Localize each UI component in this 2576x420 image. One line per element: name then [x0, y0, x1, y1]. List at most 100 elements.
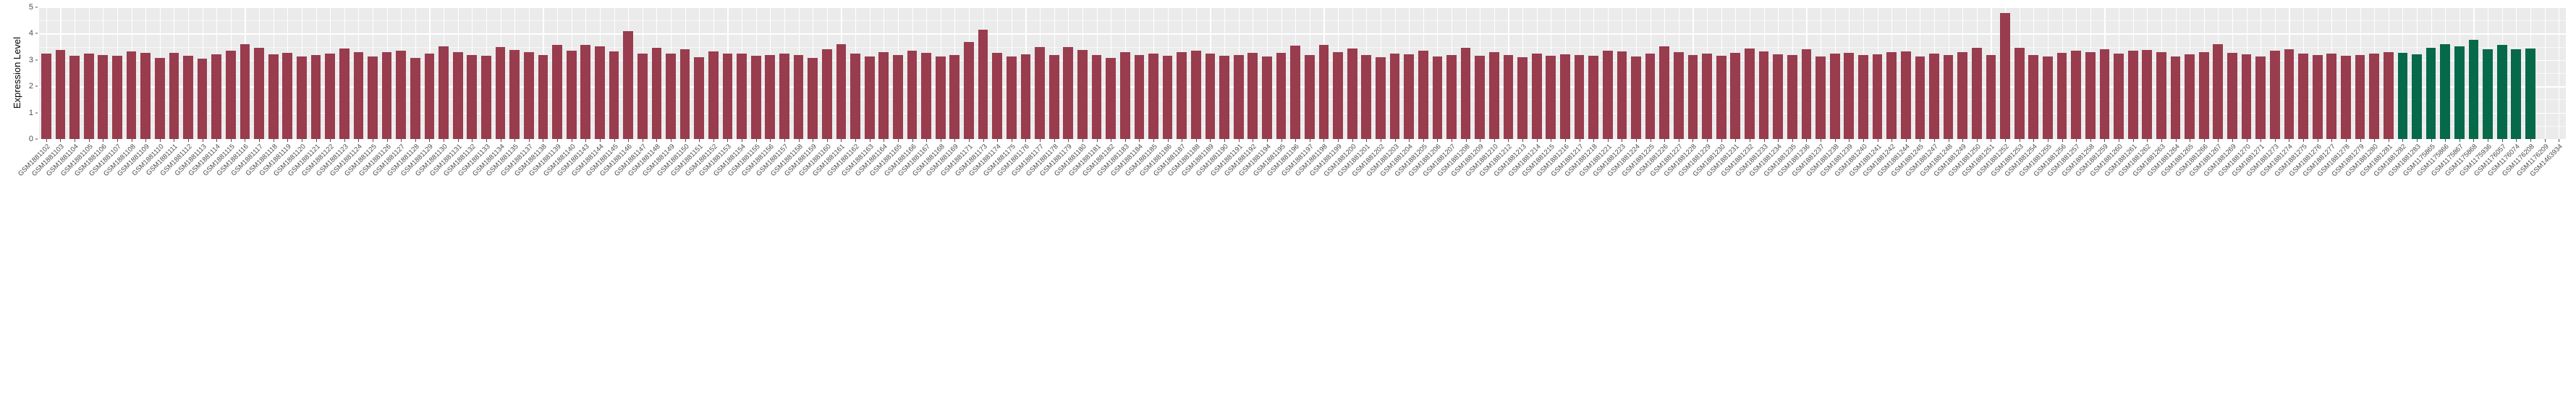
x-axis-labels: GSM1881102 GSM1881103 GSM1881104 GSM1881105… — [17, 143, 2566, 230]
bar — [1006, 56, 1017, 139]
bar — [1886, 51, 1897, 139]
x-tick-mark — [1664, 139, 1666, 142]
bar — [1162, 55, 1173, 139]
bar — [893, 55, 903, 139]
bar — [1816, 56, 1826, 139]
y-axis-ticks: 0 1 2 3 4 5 — [20, 3, 38, 143]
x-tick-mark — [1934, 139, 1935, 142]
gridline-major — [39, 7, 2566, 9]
x-tick-mark — [528, 139, 530, 142]
bar — [1219, 55, 1229, 139]
bar — [1517, 57, 1528, 139]
bar — [1858, 54, 1868, 139]
bar — [381, 51, 392, 139]
bar — [2043, 56, 2053, 139]
x-tick-mark — [1792, 139, 1793, 142]
x-tick-mark — [1962, 139, 1964, 142]
x-tick-mark — [1195, 139, 1197, 142]
bar — [1659, 46, 1670, 139]
x-tick-mark — [1437, 139, 1439, 142]
x-tick-mark — [1323, 139, 1325, 142]
x-tick-mark — [2516, 139, 2517, 142]
x-tick-mark — [1124, 139, 1126, 142]
x-tick-mark — [1494, 139, 1495, 142]
bar — [1347, 48, 1357, 139]
x-tick-mark — [798, 139, 800, 142]
bar — [1617, 51, 1627, 139]
x-tick-mark — [2544, 139, 2546, 142]
x-tick-mark — [727, 139, 729, 142]
x-tick-mark — [699, 139, 700, 142]
x-tick-mark — [1040, 139, 1041, 142]
x-tick-mark — [1096, 139, 1098, 142]
x-tick-mark — [1891, 139, 1893, 142]
x-tick-mark — [2445, 139, 2446, 142]
bar — [1900, 51, 1911, 139]
x-tick-mark — [784, 139, 785, 142]
bar — [2142, 49, 2153, 139]
bar — [169, 52, 179, 139]
bar — [126, 51, 137, 139]
bar — [2269, 51, 2280, 139]
x-tick-mark — [1295, 139, 1297, 142]
x-tick-mark — [1593, 139, 1595, 142]
bar — [2241, 54, 2252, 139]
gridline-minor — [39, 125, 2566, 127]
bar — [1376, 56, 1386, 139]
x-tick-mark — [1210, 139, 1211, 142]
bar — [651, 47, 662, 139]
bar — [1020, 54, 1031, 139]
x-tick-mark — [386, 139, 388, 142]
bar — [2114, 54, 2124, 139]
bar — [750, 55, 761, 139]
bar — [410, 57, 420, 139]
bar — [2156, 51, 2166, 139]
bar — [2312, 54, 2323, 139]
bar — [2440, 43, 2451, 139]
x-tick-mark — [1366, 139, 1368, 142]
bar — [2468, 39, 2479, 139]
x-tick-mark — [1522, 139, 1524, 142]
bar — [1745, 49, 1755, 139]
bar — [1971, 47, 1982, 139]
bar — [2185, 54, 2195, 139]
bar — [992, 52, 1003, 139]
x-tick-mark — [1849, 139, 1850, 142]
bar — [2127, 50, 2138, 139]
x-tick-mark — [2374, 139, 2376, 142]
x-tick-mark — [2431, 139, 2432, 142]
y-tick-label: 2 — [28, 82, 33, 91]
x-tick-mark — [2331, 139, 2333, 142]
x-tick-mark — [1025, 139, 1027, 142]
x-tick-mark — [1139, 139, 1140, 142]
x-tick-mark — [1735, 139, 1737, 142]
bar — [268, 54, 279, 139]
x-tick-mark — [2062, 139, 2063, 142]
bar — [1546, 56, 1556, 139]
bar — [2056, 53, 2067, 139]
bar — [2198, 51, 2209, 139]
x-tick-mark — [1976, 139, 1978, 142]
x-tick-mark — [628, 139, 630, 142]
bar — [1588, 55, 1599, 139]
x-tick-mark — [216, 139, 218, 142]
bar — [353, 52, 364, 139]
x-tick-mark — [2076, 139, 2077, 142]
x-tick-mark — [315, 139, 317, 142]
bar — [2014, 47, 2025, 139]
bar — [1986, 54, 1996, 139]
x-tick-mark — [2132, 139, 2134, 142]
bar — [836, 43, 847, 139]
x-tick-mark — [614, 139, 615, 142]
x-tick-mark — [1409, 139, 1410, 142]
gridline-major — [39, 112, 2566, 114]
bar — [978, 29, 988, 139]
x-tick-mark — [599, 139, 601, 142]
bar — [140, 52, 151, 139]
bar — [1304, 54, 1315, 139]
gridline-major — [39, 139, 2566, 140]
x-tick-mark — [2033, 139, 2035, 142]
bar — [1716, 56, 1726, 139]
bar — [1460, 47, 1471, 139]
